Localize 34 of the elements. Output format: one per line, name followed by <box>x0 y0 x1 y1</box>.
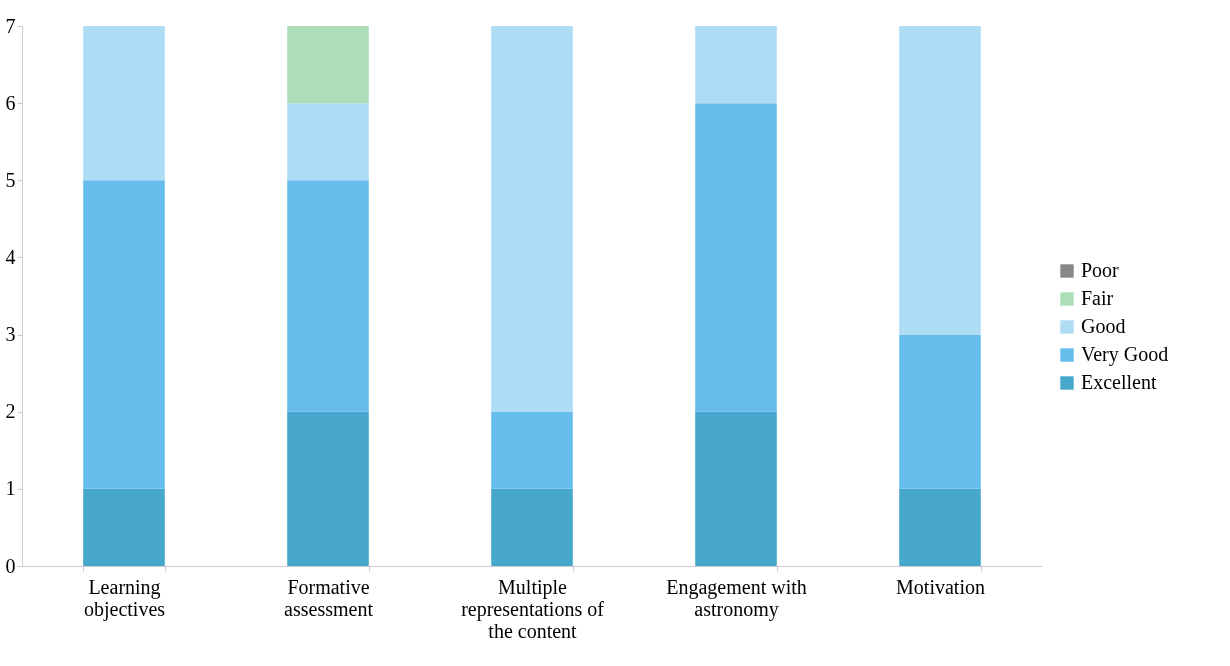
y-tick-label: 3 <box>5 323 16 346</box>
bar <box>287 26 369 104</box>
bar <box>491 411 573 489</box>
bar <box>491 26 573 412</box>
x-tick-label: Motivation <box>896 575 985 598</box>
bar <box>491 488 573 566</box>
bar <box>83 180 165 489</box>
y-tick-label: 1 <box>5 477 16 500</box>
bar <box>695 103 777 412</box>
bar <box>83 26 165 181</box>
x-tick-label: Formative assessment <box>284 575 374 620</box>
legend-label: Poor <box>1081 259 1120 281</box>
bar <box>695 411 777 566</box>
legend-label: Excellent <box>1081 371 1157 393</box>
bar <box>695 26 777 104</box>
bar <box>83 488 165 566</box>
y-tick-label: 0 <box>5 554 16 577</box>
bar <box>899 334 981 489</box>
bar <box>287 180 369 412</box>
x-tick-label: Engagement with astronomy <box>666 575 807 621</box>
y-tick-label: 2 <box>5 400 16 423</box>
legend-label: Fair <box>1081 287 1114 309</box>
y-tick-label: 7 <box>5 14 16 37</box>
y-tick-label: 4 <box>5 245 16 268</box>
x-tick-label: Learning objectives <box>83 575 166 621</box>
bar <box>287 411 369 566</box>
y-tick-label: 6 <box>5 91 16 114</box>
legend-label: Very Good <box>1081 343 1169 366</box>
y-tick-label: 5 <box>5 168 16 191</box>
legend-label: Good <box>1081 315 1126 337</box>
bar <box>287 103 369 181</box>
x-tick-label: Multiple representations of the content <box>461 575 605 642</box>
bar <box>899 26 981 335</box>
bar <box>899 488 981 566</box>
